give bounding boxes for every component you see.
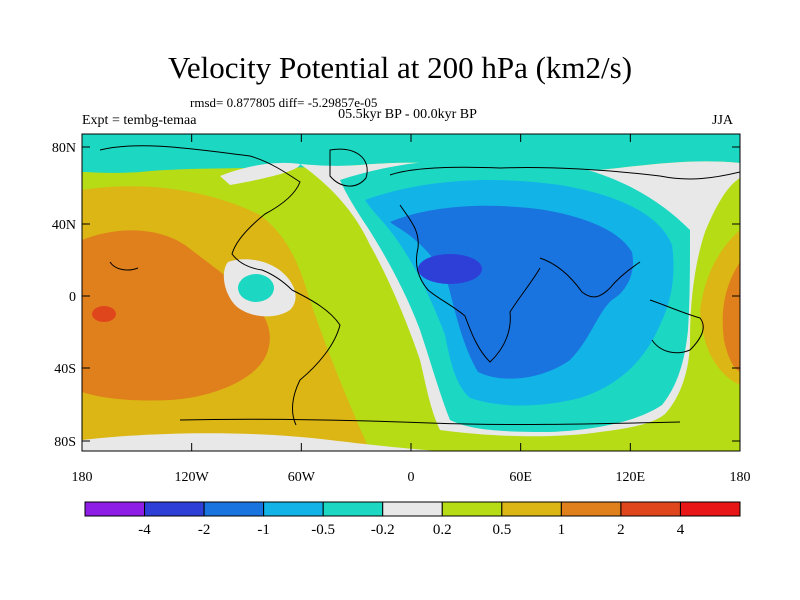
longitude-tick-label: 180 <box>72 470 93 485</box>
colorbar-swatch <box>501 501 562 517</box>
coastlines <box>99 145 740 426</box>
contour-fill-near-zero-north <box>220 162 300 185</box>
velocity-potential-field <box>82 134 740 451</box>
colorbar-swatch <box>322 501 384 517</box>
latitude-tick-label: 40N <box>52 218 76 233</box>
colorbar-label: -1 <box>257 522 270 538</box>
contour-fill-near-zero-south <box>82 433 440 451</box>
longitude-tick-label: 180 <box>730 470 751 485</box>
rmsd-diff-stats: rmsd= 0.877805 diff= -5.29857e-05 <box>190 95 378 110</box>
colorbar-swatch <box>203 501 265 517</box>
latitude-axis: 80N 40N 0 40S 80S <box>52 141 740 450</box>
season-label: JJA <box>712 113 734 128</box>
longitude-tick-label: 120W <box>175 470 210 485</box>
colorbar-label: -0.5 <box>311 522 335 538</box>
colorbar-label: 4 <box>677 522 685 538</box>
colorbar-label: 1 <box>558 522 566 538</box>
map-title: Velocity Potential at 200 hPa (km2/s) <box>167 50 633 85</box>
contour-fill-orange <box>82 230 270 401</box>
colorbar-swatch <box>620 501 681 517</box>
longitude-tick-label: 60W <box>288 470 316 485</box>
colorbar-swatch <box>679 501 741 517</box>
colorbar-swatch <box>84 501 146 517</box>
contour-fill-orange-west-pacific <box>722 262 740 372</box>
colorbar-label: -4 <box>138 522 151 538</box>
longitude-tick-label: 60E <box>509 470 532 485</box>
colorbar-swatch <box>144 501 205 517</box>
colorbar: -4 -2 -1 -0.5 -0.2 0.2 0.5 1 2 4 <box>84 501 741 538</box>
colorbar-swatch <box>441 501 503 517</box>
colorbar-label: -2 <box>198 522 211 538</box>
contour-fill-red-orange <box>92 306 116 322</box>
longitude-tick-label: 120E <box>616 470 646 485</box>
longitude-tick-label: 0 <box>408 470 415 485</box>
contour-fill-blue <box>390 205 634 379</box>
latitude-tick-label: 40S <box>54 362 76 377</box>
experiment-label: Expt = tembg-temaa <box>82 113 197 128</box>
time-period-label: 05.5kyr BP - 00.0kyr BP <box>338 107 477 122</box>
contour-fill-deep-blue <box>418 254 482 284</box>
latitude-tick-label: 0 <box>69 290 76 305</box>
colorbar-label: 0.2 <box>433 522 452 538</box>
contour-fill-teal-north <box>82 134 740 173</box>
colorbar-label: -0.2 <box>371 522 395 538</box>
latitude-tick-label: 80S <box>54 435 76 450</box>
latitude-tick-label: 80N <box>52 141 76 156</box>
contour-fill-teal-caribbean <box>238 274 274 302</box>
colorbar-swatch <box>263 501 324 517</box>
colorbar-swatch <box>560 501 622 517</box>
colorbar-swatch <box>382 501 443 517</box>
longitude-axis: 180 120W 60W 0 60E 120E 180 <box>72 134 751 485</box>
colorbar-label: 2 <box>617 522 625 538</box>
colorbar-label: 0.5 <box>492 522 511 538</box>
